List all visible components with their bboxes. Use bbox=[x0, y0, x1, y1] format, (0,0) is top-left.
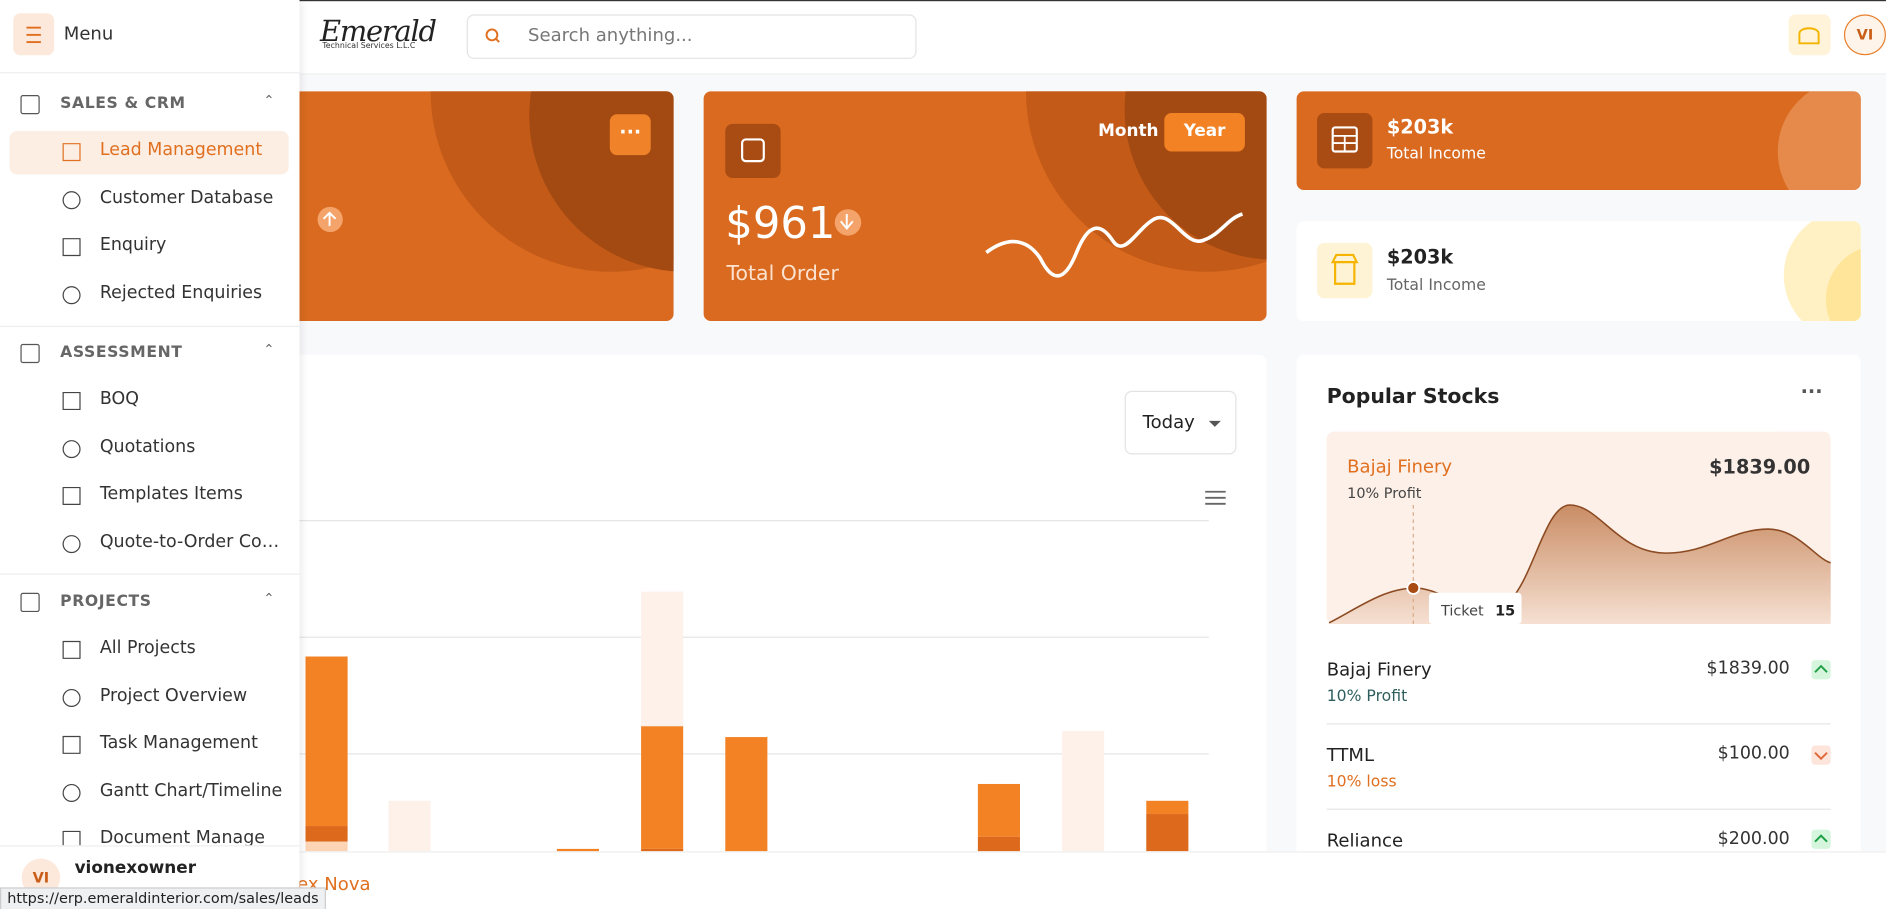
avatar[interactable] bbox=[1843, 14, 1886, 56]
stock-price: $200.00 bbox=[1717, 829, 1790, 849]
collapse-icon: ⌃ bbox=[263, 341, 275, 358]
nav-icon bbox=[62, 486, 81, 506]
nav-icon bbox=[62, 190, 81, 209]
nav-icon bbox=[62, 783, 81, 802]
nav-icon bbox=[62, 534, 81, 553]
more-button[interactable]: ··· bbox=[1800, 379, 1823, 403]
nav-item[interactable]: All Projects bbox=[99, 638, 196, 658]
nav-icon bbox=[62, 391, 81, 411]
nav-icon bbox=[62, 640, 81, 659]
stocks-title: Popular Stocks bbox=[1326, 384, 1500, 409]
tooltip-label: Ticket bbox=[1440, 602, 1484, 620]
divider bbox=[0, 325, 300, 328]
nav-icon bbox=[62, 285, 81, 304]
user-initials: VI bbox=[32, 869, 50, 887]
section-icon bbox=[20, 94, 40, 115]
income-label: Total Income bbox=[1386, 145, 1486, 164]
stock-price: $100.00 bbox=[1717, 744, 1790, 764]
notification-button[interactable] bbox=[1788, 14, 1831, 56]
income-card bbox=[1296, 91, 1861, 190]
nav-item[interactable]: Rejected Enquiries bbox=[99, 283, 263, 303]
order-label: Total Order bbox=[726, 262, 839, 287]
nav-icon bbox=[62, 735, 81, 754]
search-placeholder: Search anything... bbox=[528, 24, 693, 46]
order-value: $961 bbox=[725, 199, 836, 249]
section-icon bbox=[20, 343, 40, 364]
nav-icon bbox=[62, 238, 81, 257]
nav-item[interactable]: Quotations bbox=[99, 437, 196, 457]
menu-title: Menu bbox=[63, 22, 114, 45]
nav-item[interactable]: Lead Management bbox=[99, 140, 263, 160]
status-url: https://erp.emeraldinterior.com/sales/le… bbox=[0, 887, 326, 909]
active-bg bbox=[9, 131, 289, 175]
tooltip-value: 15 bbox=[1495, 602, 1516, 620]
stock-name[interactable]: Reliance bbox=[1326, 829, 1404, 852]
nav-icon bbox=[62, 143, 81, 162]
stock-area bbox=[1329, 505, 1831, 625]
featured-change: 10% Profit bbox=[1347, 484, 1422, 502]
nav-item[interactable]: Task Management bbox=[99, 733, 258, 753]
nav-item[interactable]: Customer Database bbox=[99, 188, 274, 208]
stock-name[interactable]: Bajaj Finery bbox=[1326, 658, 1432, 681]
year-label: Year bbox=[1183, 121, 1226, 141]
nav-icon bbox=[62, 439, 81, 458]
logo[interactable]: Emerald bbox=[319, 14, 437, 49]
nav-icon bbox=[62, 688, 81, 707]
section-icon bbox=[20, 592, 40, 613]
section-title[interactable]: ASSESSMENT bbox=[60, 343, 183, 362]
stock-change: 10% Profit bbox=[1326, 687, 1408, 706]
stock-name[interactable]: TTML bbox=[1326, 744, 1375, 766]
sidebar-icons bbox=[26, 26, 41, 44]
income-value: $203k bbox=[1386, 245, 1454, 269]
user-name: vionexowner bbox=[74, 858, 197, 878]
nav-item[interactable]: Enquiry bbox=[99, 235, 167, 255]
nav-item[interactable]: Gantt Chart/Timeline bbox=[99, 780, 283, 801]
income-value: $203k bbox=[1386, 115, 1454, 139]
stock-change: 10% loss bbox=[1326, 773, 1397, 792]
featured-price: $1839.00 bbox=[1709, 455, 1811, 479]
year-toggle[interactable] bbox=[1164, 113, 1245, 152]
background-bars bbox=[305, 591, 1189, 852]
section-title[interactable]: SALES & CRM bbox=[60, 94, 186, 114]
divider bbox=[0, 573, 300, 575]
nav-item[interactable]: Project Overview bbox=[99, 685, 248, 706]
search-box[interactable] bbox=[466, 14, 917, 59]
avatar-initials: VI bbox=[1856, 26, 1874, 44]
collapse-icon: ⌃ bbox=[263, 590, 275, 607]
nav-item[interactable]: BOQ bbox=[99, 389, 139, 409]
sparkline bbox=[985, 212, 1244, 278]
sidebar: Menu SALES & CRM ⌃ Lead Management Customer… bbox=[0, 0, 300, 909]
featured-name: Bajaj Finery bbox=[1347, 455, 1453, 478]
nav-item[interactable]: Document Manage bbox=[99, 828, 266, 848]
month-toggle[interactable]: Month bbox=[1098, 121, 1159, 141]
stat-card: ··· bbox=[276, 91, 674, 322]
top-bar bbox=[0, 0, 1886, 75]
nav-item[interactable]: Quote-to-Order Co… bbox=[99, 532, 280, 552]
nav-item[interactable]: Templates Items bbox=[99, 484, 243, 504]
stock-price: $1839.00 bbox=[1706, 658, 1790, 679]
collapse-icon: ⌃ bbox=[263, 92, 275, 109]
filter-label: Today bbox=[1142, 411, 1195, 433]
income-card bbox=[1296, 221, 1861, 322]
income-label: Total Income bbox=[1386, 276, 1486, 295]
order-card bbox=[703, 91, 1267, 322]
logo-sub: Technical Services L.L.C bbox=[322, 40, 416, 51]
section-title[interactable]: PROJECTS bbox=[60, 592, 152, 611]
